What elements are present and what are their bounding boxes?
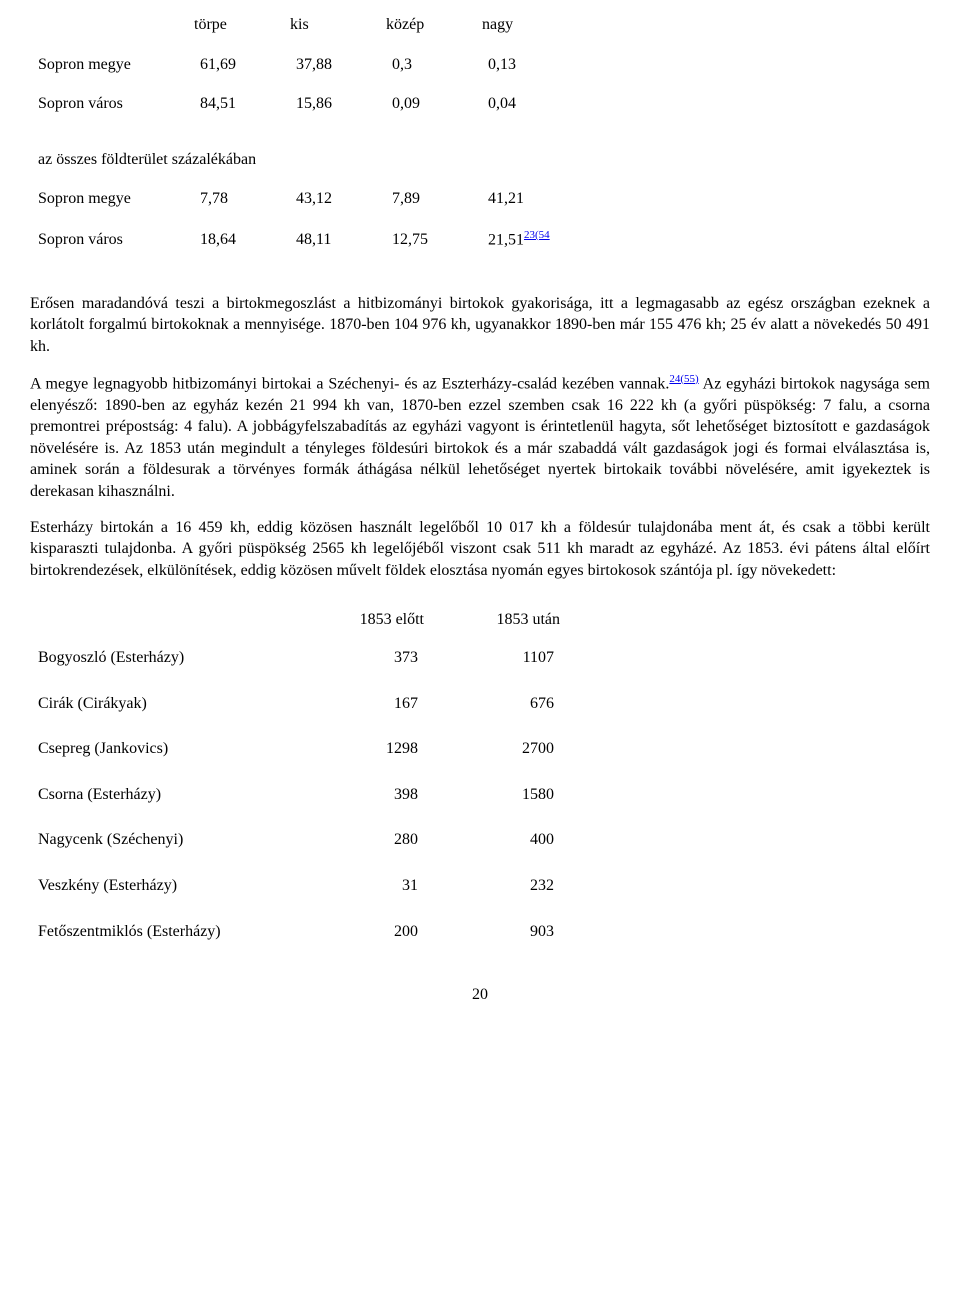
cell: 12,75 — [378, 226, 474, 253]
cell: 400 — [442, 817, 578, 863]
cell: 200 — [306, 909, 442, 955]
paragraph: Esterházy birtokán a 16 459 kh, eddig kö… — [30, 517, 930, 582]
cell: 1107 — [442, 635, 578, 681]
cell: 0,04 — [474, 91, 570, 117]
footnote-ref-24[interactable]: 24(55) — [669, 373, 698, 385]
cell: 48,11 — [282, 226, 378, 253]
cell: 37,88 — [282, 52, 378, 78]
table-row: Csepreg (Jankovics) 1298 2700 — [30, 726, 578, 772]
cell: 280 — [306, 817, 442, 863]
table-header-row: 1853 előtt 1853 után — [30, 605, 578, 635]
table-header-row: törpe kis közép nagy — [30, 12, 570, 38]
col-kis: kis — [282, 12, 378, 38]
table-row: Nagycenk (Széchenyi) 280 400 — [30, 817, 578, 863]
cell: 7,78 — [186, 186, 282, 212]
cell: 31 — [306, 863, 442, 909]
table-row: Csorna (Esterházy) 398 1580 — [30, 772, 578, 818]
cell: 676 — [442, 681, 578, 727]
cell: 18,64 — [186, 226, 282, 253]
cell-with-fn: 21,5123(54 — [474, 226, 570, 253]
table-row: Veszkény (Esterházy) 31 232 — [30, 863, 578, 909]
table-mid-header: az összes földterület százalékában — [30, 147, 570, 173]
footnote-ref-23[interactable]: 23(54 — [524, 229, 550, 241]
col-1853-utan: 1853 után — [442, 605, 578, 635]
cell: 0,3 — [378, 52, 474, 78]
row-label: Csorna (Esterházy) — [30, 772, 306, 818]
cell: 232 — [442, 863, 578, 909]
table-row: Sopron város 84,51 15,86 0,09 0,04 — [30, 91, 570, 117]
row-label: Sopron város — [30, 226, 186, 253]
col-1853-elott: 1853 előtt — [306, 605, 442, 635]
col-kozep: közép — [378, 12, 474, 38]
row-label: Csepreg (Jankovics) — [30, 726, 306, 772]
mid-label: az összes földterület százalékában — [30, 147, 570, 173]
cell: 373 — [306, 635, 442, 681]
cell: 903 — [442, 909, 578, 955]
col-nagy: nagy — [474, 12, 570, 38]
col-torpe: törpe — [186, 12, 282, 38]
table-row: Sopron megye 61,69 37,88 0,3 0,13 — [30, 52, 570, 78]
cell: 1298 — [306, 726, 442, 772]
cell: 7,89 — [378, 186, 474, 212]
para-text: A megye legnagyobb hitbizományi birtokai… — [30, 375, 669, 392]
page-number: 20 — [30, 984, 930, 1006]
cell: 61,69 — [186, 52, 282, 78]
cell: 2700 — [442, 726, 578, 772]
cell: 398 — [306, 772, 442, 818]
cell: 0,13 — [474, 52, 570, 78]
cell: 15,86 — [282, 91, 378, 117]
cell: 41,21 — [474, 186, 570, 212]
row-label: Cirák (Cirákyak) — [30, 681, 306, 727]
row-label: Fetőszentmiklós (Esterházy) — [30, 909, 306, 955]
table-row: Fetőszentmiklós (Esterházy) 200 903 — [30, 909, 578, 955]
table-row: Cirák (Cirákyak) 167 676 — [30, 681, 578, 727]
row-label: Sopron város — [30, 91, 186, 117]
para-text: Az egyházi birtokok nagysága sem elenyés… — [30, 375, 930, 500]
cell: 167 — [306, 681, 442, 727]
row-label: Bogyoszló (Esterházy) — [30, 635, 306, 681]
page: törpe kis közép nagy Sopron megye 61,69 … — [0, 0, 960, 1291]
row-label: Veszkény (Esterházy) — [30, 863, 306, 909]
table-birtok-arany: törpe kis közép nagy Sopron megye 61,69 … — [30, 12, 570, 253]
row-label: Nagycenk (Széchenyi) — [30, 817, 306, 863]
table-row: Sopron város 18,64 48,11 12,75 21,5123(5… — [30, 226, 570, 253]
cell-value: 21,51 — [488, 231, 524, 248]
paragraph: Erősen maradandóvá teszi a birtokmegoszl… — [30, 293, 930, 358]
row-label: Sopron megye — [30, 52, 186, 78]
cell: 0,09 — [378, 91, 474, 117]
cell: 84,51 — [186, 91, 282, 117]
paragraph: A megye legnagyobb hitbizományi birtokai… — [30, 372, 930, 503]
table-szanto-novekedes: 1853 előtt 1853 után Bogyoszló (Esterház… — [30, 605, 578, 954]
table-row: Bogyoszló (Esterházy) 373 1107 — [30, 635, 578, 681]
row-label: Sopron megye — [30, 186, 186, 212]
cell: 1580 — [442, 772, 578, 818]
table-row: Sopron megye 7,78 43,12 7,89 41,21 — [30, 186, 570, 212]
cell: 43,12 — [282, 186, 378, 212]
